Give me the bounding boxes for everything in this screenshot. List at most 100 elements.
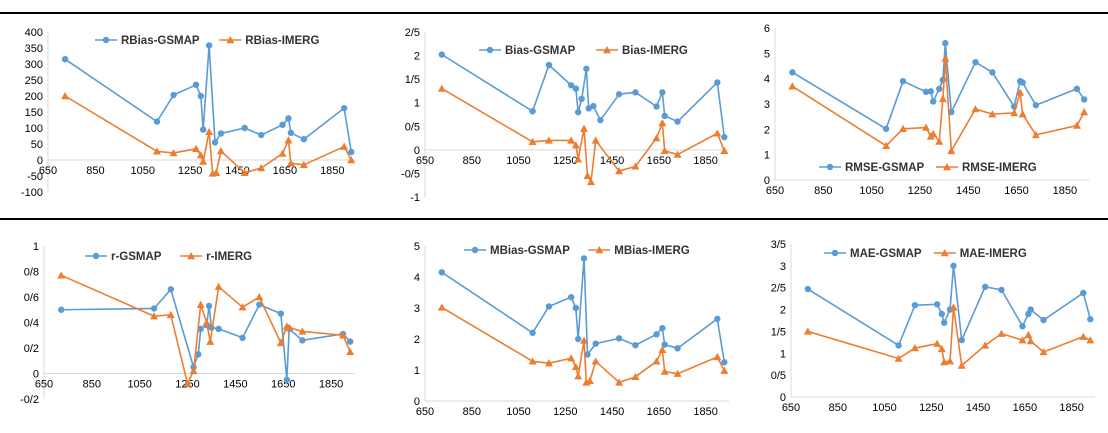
data-point-circle bbox=[1080, 96, 1088, 103]
data-point-circle bbox=[348, 148, 355, 156]
chart-svg: 0 1 2 3 4 5 6 650 850 1050 1250 1450 1650 1850 RMSE-GS… bbox=[764, 23, 1089, 197]
data-point-triangle bbox=[169, 148, 178, 157]
data-point-circle bbox=[653, 103, 660, 110]
data-point-circle bbox=[659, 89, 666, 96]
data-point-triangle bbox=[339, 331, 348, 339]
data-point-circle bbox=[545, 61, 553, 69]
data-point-triangle bbox=[528, 357, 537, 365]
data-point-circle bbox=[632, 89, 639, 96]
data-point-triangle bbox=[199, 157, 208, 165]
middle-rule bbox=[0, 218, 1108, 220]
data-point-circle bbox=[674, 118, 681, 125]
y-tick-label: 0/2 bbox=[24, 343, 39, 355]
data-point-circle bbox=[940, 319, 948, 326]
data-point-circle bbox=[211, 139, 219, 146]
data-point-circle bbox=[529, 108, 536, 115]
data-point-circle bbox=[831, 249, 839, 257]
x-tick-label: 650 bbox=[416, 406, 434, 418]
data-point-circle bbox=[584, 351, 591, 358]
legend-label: MBias-IMERG bbox=[614, 245, 689, 257]
data-point-triangle bbox=[580, 336, 589, 344]
data-point-circle bbox=[300, 136, 308, 143]
data-point-triangle bbox=[214, 282, 223, 290]
data-point-triangle bbox=[595, 246, 604, 254]
data-point-triangle bbox=[574, 372, 583, 380]
data-point-triangle bbox=[1079, 332, 1088, 340]
data-point-triangle bbox=[929, 129, 938, 138]
data-point-circle bbox=[567, 293, 575, 301]
data-point-triangle bbox=[921, 123, 930, 131]
series-line bbox=[61, 288, 351, 381]
y-tick-label: 2/5 bbox=[405, 27, 420, 39]
y-tick-label: -50 bbox=[27, 171, 43, 183]
data-point-circle bbox=[170, 91, 177, 99]
data-point-triangle bbox=[788, 82, 797, 90]
data-point-triangle bbox=[1024, 330, 1033, 339]
chart-bias: -1 -0/5 0 0/5 1 1/5 2 2/5 650 850 1050 1250 1450 1650… bbox=[369, 22, 739, 212]
y-tick-label: 0 bbox=[33, 369, 39, 381]
data-point-circle bbox=[674, 345, 681, 352]
y-tick-label: 250 bbox=[25, 75, 43, 87]
data-point-triangle bbox=[938, 94, 947, 103]
y-tick-label: -0/2 bbox=[20, 394, 39, 406]
data-point-triangle bbox=[1018, 336, 1027, 344]
data-point-triangle bbox=[567, 136, 576, 144]
data-point-triangle bbox=[631, 372, 640, 381]
x-tick-label: 1850 bbox=[1059, 402, 1083, 414]
data-point-circle bbox=[1019, 79, 1026, 86]
data-point-circle bbox=[661, 112, 668, 120]
data-point-circle bbox=[150, 305, 158, 312]
data-point-triangle bbox=[910, 344, 919, 352]
data-point-circle bbox=[92, 252, 100, 260]
data-point-triangle bbox=[1010, 108, 1019, 117]
legend-label: RMSE-IMERG bbox=[962, 162, 1037, 174]
data-point-circle bbox=[283, 376, 291, 384]
y-tick-label: 50 bbox=[31, 139, 43, 151]
legend-label: MBias-GSMAP bbox=[490, 245, 570, 257]
y-tick-label: 1 bbox=[764, 150, 770, 162]
x-tick-label: 1650 bbox=[647, 406, 671, 418]
y-tick-label: 2 bbox=[780, 305, 786, 317]
data-point-triangle bbox=[437, 84, 446, 92]
data-point-circle bbox=[529, 329, 536, 336]
legend-label: MAE-IMERG bbox=[960, 248, 1027, 260]
y-tick-label: 5 bbox=[414, 241, 420, 253]
y-tick-label: 4 bbox=[414, 272, 420, 284]
data-point-circle bbox=[950, 262, 957, 270]
data-point-triangle bbox=[1086, 336, 1095, 344]
chart-mbias: 0 1 2 3 4 5 650 850 1050 1250 1450 1650 1850 MBias-GS… bbox=[369, 236, 739, 426]
data-point-triangle bbox=[720, 366, 729, 374]
data-point-triangle bbox=[189, 366, 198, 375]
data-point-triangle bbox=[299, 160, 308, 168]
data-point-triangle bbox=[1026, 337, 1035, 345]
data-point-circle bbox=[277, 310, 285, 317]
chart-svg: -0/200/20/40/60/816508501050125014501650… bbox=[20, 241, 355, 406]
data-point-circle bbox=[572, 304, 580, 312]
chart-mae: 0 0/5 1 1/5 2 2/5 3 3/5 650 850 1050 1250 1450 1650 18… bbox=[739, 236, 1108, 426]
data-point-circle bbox=[981, 283, 989, 291]
data-point-triangle bbox=[713, 129, 722, 137]
data-point-triangle bbox=[571, 141, 580, 149]
data-point-triangle bbox=[587, 177, 596, 186]
data-point-circle bbox=[580, 255, 588, 262]
y-tick-label: 0 bbox=[764, 175, 770, 187]
x-tick-label: 1650 bbox=[271, 379, 295, 391]
data-point-circle bbox=[438, 269, 446, 276]
data-point-circle bbox=[279, 121, 286, 128]
x-tick-label: 1850 bbox=[1053, 185, 1077, 197]
data-point-circle bbox=[545, 303, 553, 310]
data-point-circle bbox=[61, 56, 69, 63]
x-tick-label: 1450 bbox=[966, 402, 990, 414]
y-tick-label: 2 bbox=[764, 124, 770, 136]
x-tick-label: 1650 bbox=[1013, 402, 1037, 414]
series-line bbox=[60, 274, 351, 385]
data-point-circle bbox=[615, 91, 623, 98]
data-point-triangle bbox=[571, 362, 580, 371]
data-point-circle bbox=[882, 125, 890, 133]
data-point-circle bbox=[927, 88, 934, 95]
y-tick-label: 3 bbox=[780, 261, 786, 273]
data-point-triangle bbox=[940, 249, 949, 257]
data-point-triangle bbox=[284, 136, 293, 144]
data-point-triangle bbox=[206, 337, 215, 345]
x-tick-label: 1250 bbox=[553, 406, 577, 418]
